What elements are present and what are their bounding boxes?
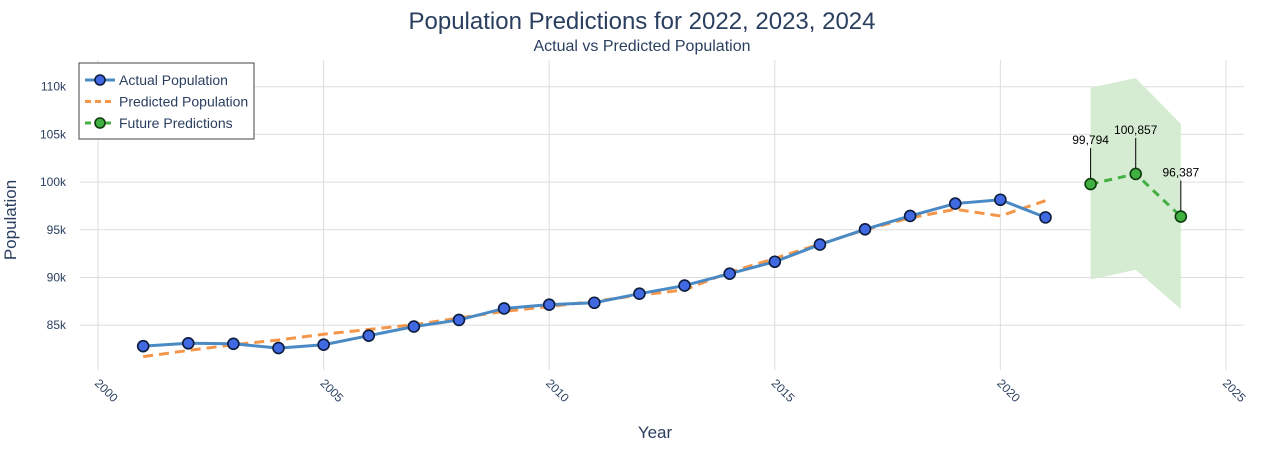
future-confidence-band	[1091, 78, 1181, 309]
x-tick-label: 2010	[543, 376, 572, 405]
actual-population-point[interactable]	[318, 339, 329, 350]
actual-population-point[interactable]	[273, 343, 284, 354]
actual-population-point[interactable]	[453, 314, 464, 325]
predicted-population-line	[143, 201, 1045, 357]
y-tick-label: 85k	[47, 318, 67, 332]
confidence-band-layer	[1091, 78, 1181, 309]
legend-label: Future Predictions	[119, 115, 233, 131]
actual-population-point[interactable]	[589, 297, 600, 308]
actual-population-point[interactable]	[905, 210, 916, 221]
legend[interactable]: Actual Population Predicted Population Fut…	[79, 63, 254, 139]
x-tick-label: 2025	[1220, 376, 1249, 405]
actual-population-point[interactable]	[724, 268, 735, 279]
x-tick-label: 2015	[769, 376, 798, 405]
actual-population-point[interactable]	[1040, 212, 1051, 223]
y-tick-label: 95k	[47, 223, 67, 237]
annotation-label: 96,387	[1162, 166, 1199, 180]
y-tick-label: 105k	[40, 127, 67, 141]
x-axis-title: Year	[638, 423, 673, 442]
actual-population-point[interactable]	[860, 224, 871, 235]
x-tick-label: 2005	[318, 376, 347, 405]
annotation-label: 99,794	[1072, 133, 1109, 147]
actual-population-point[interactable]	[228, 338, 239, 349]
future-prediction-point[interactable]	[1130, 168, 1141, 179]
y-tick-label: 90k	[47, 270, 67, 284]
chart-title: Population Predictions for 2022, 2023, 2…	[408, 8, 875, 35]
actual-population-point[interactable]	[183, 338, 194, 349]
actual-population-point[interactable]	[769, 256, 780, 267]
future-prediction-point[interactable]	[1085, 179, 1096, 190]
legend-label: Actual Population	[119, 72, 228, 88]
actual-population-point[interactable]	[679, 280, 690, 291]
series-lines	[143, 174, 1181, 357]
future-prediction-point[interactable]	[1175, 211, 1186, 222]
x-tick-label: 2020	[994, 376, 1023, 405]
y-axis-title: Population	[1, 180, 20, 260]
series-markers	[138, 168, 1187, 353]
legend-swatch-marker	[95, 75, 105, 85]
actual-population-point[interactable]	[814, 239, 825, 250]
annotation-label: 100,857	[1114, 123, 1158, 137]
chart-subtitle: Actual vs Predicted Population	[533, 38, 750, 55]
y-tick-label: 100k	[40, 175, 67, 189]
actual-population-point[interactable]	[995, 194, 1006, 205]
actual-population-point[interactable]	[950, 198, 961, 209]
y-tick-label: 110k	[41, 80, 67, 94]
actual-population-point[interactable]	[408, 321, 419, 332]
actual-population-point[interactable]	[544, 299, 555, 310]
actual-population-point[interactable]	[363, 330, 374, 341]
actual-population-point[interactable]	[138, 341, 149, 352]
legend-label: Predicted Population	[119, 94, 248, 110]
actual-population-point[interactable]	[634, 288, 645, 299]
x-tick-label: 2000	[92, 376, 121, 405]
legend-swatch-marker	[95, 118, 105, 128]
gridlines	[80, 60, 1244, 370]
actual-population-point[interactable]	[499, 303, 510, 314]
